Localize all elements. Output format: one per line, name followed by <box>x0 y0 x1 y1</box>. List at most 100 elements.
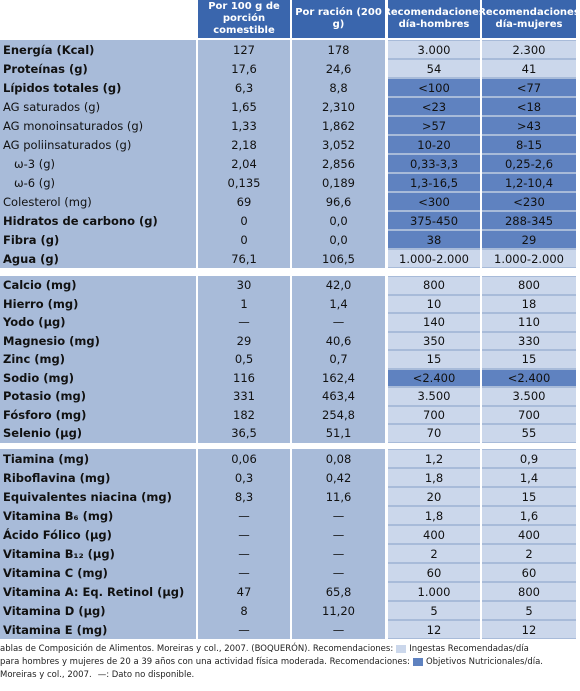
value-cell: 1,4 <box>482 469 576 486</box>
value-cell: 140 <box>388 314 480 331</box>
value-cell: — <box>238 546 250 561</box>
value-cell: 2.300 <box>482 41 576 58</box>
value-cell: 15 <box>482 351 576 368</box>
value-cell: 60 <box>482 564 576 581</box>
row-label: Calcio (mg) <box>3 278 77 293</box>
row-label: Tiamina (mg) <box>3 451 90 466</box>
value-cell: 40,6 <box>325 333 352 348</box>
value-cell: 1,65 <box>231 99 257 114</box>
value-cell: 350 <box>388 332 480 349</box>
value-cell: >57 <box>388 117 480 134</box>
value-cell: 1 <box>240 296 248 311</box>
value-cell: 116 <box>233 370 255 385</box>
row-label: Sodio (mg) <box>3 370 74 385</box>
value-cell: <2.400 <box>388 369 480 386</box>
value-cell: 1.000 <box>388 583 480 600</box>
value-cell: — <box>238 622 250 637</box>
value-cell: 3.500 <box>482 388 576 405</box>
header-cell: Por 100 g de porción comestible <box>198 0 290 38</box>
section-background <box>388 40 480 268</box>
value-cell: 700 <box>482 406 576 423</box>
value-cell: 6,3 <box>234 80 254 95</box>
footnote-text: Moreiras y col., 2007. <box>0 670 92 680</box>
value-cell: 1,2 <box>388 450 480 467</box>
value-cell: 36,5 <box>231 426 257 441</box>
value-cell: 182 <box>233 407 255 422</box>
value-cell: 12 <box>482 621 576 638</box>
value-cell: 0,0 <box>329 213 348 228</box>
value-cell: 60 <box>388 564 480 581</box>
row-label: Equivalentes niacina (mg) <box>3 489 172 504</box>
value-cell: 1,6 <box>482 507 576 524</box>
row-label: Vitamina A: Eq. Retinol (µg) <box>3 584 185 599</box>
value-cell: 29 <box>236 333 252 348</box>
row-label: Vitamina D (µg) <box>3 603 106 618</box>
section-background <box>292 276 385 443</box>
value-cell: 0,06 <box>231 451 257 466</box>
value-cell: 1,33 <box>231 118 257 133</box>
value-cell: 0,33-3,3 <box>388 155 480 172</box>
value-cell: 288-345 <box>482 212 576 229</box>
section-background <box>482 40 576 268</box>
value-cell: 0,0 <box>329 232 348 247</box>
value-cell: 106,5 <box>322 251 355 266</box>
value-cell: 1,8 <box>388 507 480 524</box>
value-cell: 0,189 <box>322 175 355 190</box>
value-cell: 8,8 <box>329 80 348 95</box>
section-background <box>198 276 290 443</box>
value-cell: — <box>238 565 250 580</box>
value-cell: 5 <box>482 602 576 619</box>
header-cell: Recomendaciones día-mujeres <box>482 0 576 38</box>
value-cell: 51,1 <box>325 426 352 441</box>
section-background <box>0 40 196 268</box>
value-cell: 2,856 <box>322 156 355 171</box>
value-cell: — <box>238 527 250 542</box>
section-background <box>0 449 196 639</box>
footnote-text: para hombres y mujeres de 20 a 39 años c… <box>0 657 410 667</box>
value-cell: 8-15 <box>482 136 576 153</box>
value-cell: 8,3 <box>234 489 254 504</box>
row-label: Vitamina E (mg) <box>3 622 108 637</box>
value-cell: 3.000 <box>388 41 480 58</box>
value-cell: 1,2-10,4 <box>482 174 576 191</box>
value-cell: 0,135 <box>227 175 261 190</box>
value-cell: 375-450 <box>388 212 480 229</box>
value-cell: 38 <box>388 231 480 248</box>
value-cell: 70 <box>388 425 480 442</box>
section-background <box>292 40 385 268</box>
value-cell: 69 <box>236 194 252 209</box>
value-cell: 5 <box>388 602 480 619</box>
footnote-line: Moreiras y col., 2007. —: Dato no disponi… <box>0 670 194 680</box>
value-cell: <2.400 <box>482 369 576 386</box>
section-background <box>198 449 290 639</box>
value-cell: 55 <box>482 425 576 442</box>
value-cell: 2,18 <box>231 137 257 152</box>
value-cell: 3.500 <box>388 388 480 405</box>
value-cell: 0 <box>240 232 248 247</box>
value-cell: <23 <box>388 98 480 115</box>
value-cell: — <box>332 565 345 580</box>
value-cell: 0 <box>240 213 248 228</box>
value-cell: 47 <box>236 584 252 599</box>
value-cell: 10-20 <box>388 136 480 153</box>
legend-text: Objetivos Nutricionales/día. <box>425 657 543 667</box>
row-label: Selenio (µg) <box>3 426 83 441</box>
value-cell: 3,052 <box>322 137 355 152</box>
row-label: Potasio (mg) <box>3 389 87 404</box>
value-cell: 11,20 <box>322 603 355 618</box>
header-cell: Por ración (200 g) <box>292 0 385 38</box>
row-label: Magnesio (mg) <box>3 333 100 348</box>
value-cell: 0,08 <box>325 451 352 466</box>
value-cell: 54 <box>388 60 480 77</box>
value-cell: 463,4 <box>322 389 355 404</box>
row-label: Hidratos de carbono (g) <box>3 213 158 228</box>
legend-text: Ingestas Recomendadas/día <box>409 644 529 654</box>
legend-swatch <box>412 657 423 666</box>
value-cell: 162,4 <box>322 370 355 385</box>
legend-swatch <box>396 644 407 653</box>
row-label: ω-6 (g) <box>14 175 56 190</box>
header-cell: Recomendaciones día-hombres <box>388 0 480 38</box>
value-cell: 331 <box>233 389 255 404</box>
value-cell: 700 <box>388 406 480 423</box>
value-cell: 2 <box>388 545 480 562</box>
